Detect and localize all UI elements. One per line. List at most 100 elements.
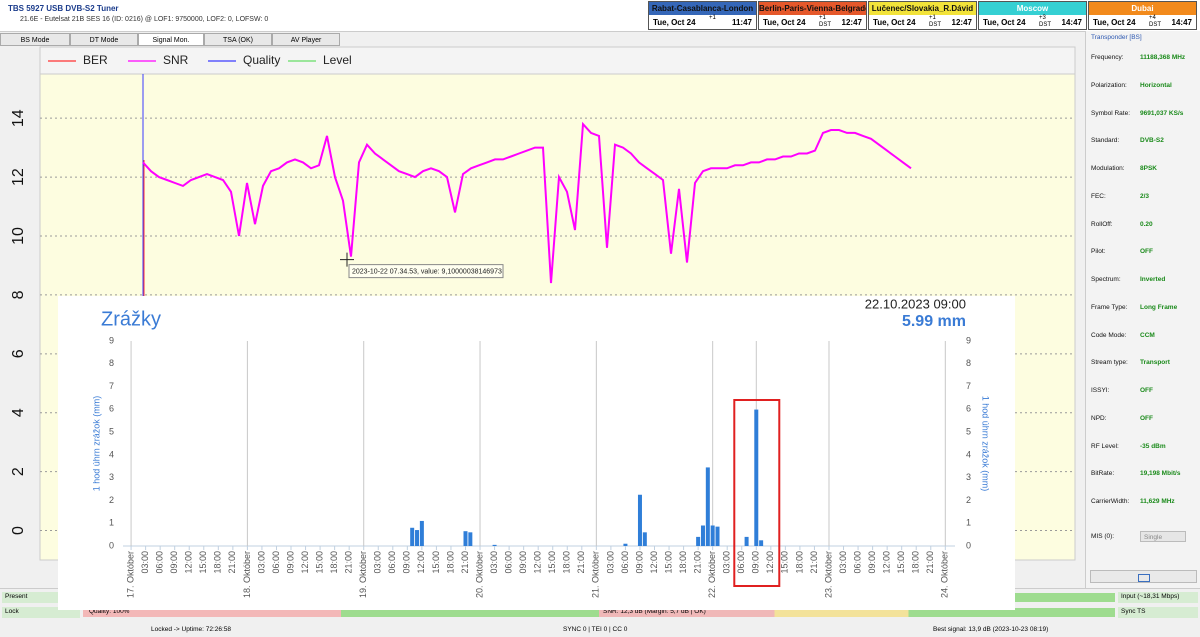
- clock-dst: DST: [819, 22, 831, 28]
- y2-tick-label: 1: [966, 518, 971, 528]
- clock-date: Tue, Oct 24: [873, 18, 916, 27]
- y-tick-label: 4: [109, 449, 114, 459]
- x-tick-label: 03:00: [256, 551, 266, 574]
- x-tick-label: 12:00: [300, 551, 310, 574]
- clock-offset: +1: [929, 15, 936, 21]
- field-label: ISSYI:: [1091, 387, 1110, 394]
- x-tick-label: 12:00: [533, 551, 543, 574]
- field-label: NPD:: [1091, 414, 1107, 422]
- y-tick-label: 3: [109, 472, 114, 482]
- x-tick-label: 15:00: [663, 551, 673, 574]
- field-label: Symbol Rate:: [1091, 109, 1131, 117]
- clock-offset: +1: [709, 15, 716, 21]
- present-bar: [83, 593, 1115, 602]
- clock-time: 11:47: [731, 18, 752, 27]
- y-tick-label: 0: [10, 526, 27, 535]
- x-tick-label: 06:00: [387, 551, 397, 574]
- clock-name: Rabat-Casablanca-London: [649, 2, 756, 15]
- field-value: 2/3: [1140, 192, 1150, 200]
- y-tick-label: 12: [10, 168, 27, 186]
- y-tick-label: 7: [109, 381, 114, 391]
- x-tick-label: 09:00: [751, 551, 761, 574]
- status-uptime: Locked -> Uptime: 72:26:58: [151, 626, 232, 633]
- x-tick-label: 18:00: [329, 551, 339, 574]
- clock-date: Tue, Oct 24: [983, 18, 1026, 27]
- panel-button[interactable]: [1090, 570, 1197, 583]
- status-sync-ts: Sync TS: [1118, 607, 1198, 618]
- x-tick-label: 18:00: [794, 551, 804, 574]
- field-value: OFF: [1140, 248, 1153, 256]
- status-area: Present Input (~18,31 Mbps) Lock Quality…: [0, 588, 1200, 637]
- x-tick-label: 06:00: [271, 551, 281, 574]
- x-tick-label: 12:00: [416, 551, 426, 574]
- status-snr: SNR: 12,3 dB (Margin: 5,7 dB | OK): [603, 608, 706, 615]
- x-tick-label: 15:00: [547, 551, 557, 574]
- clock: Lučenec/Slovakia_R.Dávid Tue, Oct 24 +1 DST…: [868, 1, 977, 30]
- x-tick-label: 06:00: [155, 551, 165, 574]
- field-value: 9691,037 KS/s: [1140, 109, 1184, 117]
- x-tick-label: 15:00: [896, 551, 906, 574]
- x-tick-label: 21:00: [576, 551, 586, 574]
- mis-select[interactable]: Single: [1140, 531, 1186, 542]
- bar: [492, 544, 497, 546]
- y2-tick-label: 7: [966, 381, 971, 391]
- field-label: MIS (0):: [1091, 533, 1115, 540]
- tab[interactable]: AV Player: [272, 33, 340, 46]
- field-value: 0.20: [1140, 220, 1153, 228]
- highlight-box: [733, 399, 781, 587]
- bar: [623, 543, 628, 546]
- tab[interactable]: Signal Mon.: [138, 33, 204, 46]
- tab[interactable]: DT Mode: [70, 33, 138, 46]
- field-label: Spectrum:: [1091, 276, 1121, 283]
- y-axis-title: 1 hod úhrn zrážok (mm): [91, 396, 101, 492]
- y-tick-label: 5: [109, 426, 114, 436]
- field-label: Standard:: [1091, 137, 1120, 145]
- field-label: FEC:: [1091, 192, 1106, 200]
- bar: [705, 467, 710, 546]
- x-tick-label: 09:00: [402, 551, 412, 574]
- y-tick-label: 6: [109, 404, 114, 414]
- snr-line: [142, 121, 912, 284]
- x-tick-label: 06:00: [852, 551, 862, 574]
- field-value: Inverted: [1140, 276, 1166, 283]
- legend-area: [39, 46, 1076, 75]
- x-tick-label: 03:00: [140, 551, 150, 574]
- bar: [696, 536, 701, 546]
- bar: [754, 409, 759, 546]
- x-tick-label: 15:00: [198, 551, 208, 574]
- x-tick-label: 15:00: [780, 551, 790, 574]
- button-icon: [1138, 574, 1150, 582]
- x-tick-label: 03:00: [489, 551, 499, 574]
- x-tick-label: 06:00: [620, 551, 630, 574]
- tab[interactable]: TSA (OK): [204, 33, 272, 46]
- clock-offset: +3: [1039, 15, 1046, 21]
- tab[interactable]: BS Mode: [0, 33, 70, 46]
- x-tick-label: 12:00: [882, 551, 892, 574]
- panel-title: Transponder [BS]: [1091, 34, 1142, 41]
- legend-label: BER: [83, 53, 108, 67]
- x-tick-label: 15:00: [314, 551, 324, 574]
- quality-bar: [83, 608, 1115, 617]
- clock-offset: +4: [1149, 15, 1156, 21]
- x-tick-label: 09:00: [518, 551, 528, 574]
- x-tick-label: 18:00: [562, 551, 572, 574]
- plot-area: [39, 73, 1076, 561]
- precip-highlight: 5.99 mm: [902, 313, 966, 330]
- bar: [415, 530, 420, 546]
- field-label: Pilot:: [1091, 248, 1106, 256]
- legend-label: Quality: [243, 53, 280, 67]
- y-tick-label: 2: [10, 467, 27, 476]
- x-tick-label: 21:00: [925, 551, 935, 574]
- bar: [463, 531, 468, 546]
- x-tick-label: 21:00: [809, 551, 819, 574]
- x-tick-label: 06:00: [503, 551, 513, 574]
- x-tick-label: 18:00: [678, 551, 688, 574]
- app-title: TBS 5927 USB DVB-S2 Tuner: [8, 4, 119, 13]
- status-present: Present: [2, 592, 80, 603]
- clock: Berlin-Paris-Vienna-Belgrade Tue, Oct 24 +…: [758, 1, 867, 30]
- x-tick-label: 18:00: [911, 551, 921, 574]
- bar: [710, 525, 715, 546]
- status-input: Input (~18,31 Mbps): [1118, 592, 1198, 603]
- field-value: 8PSK: [1140, 165, 1157, 172]
